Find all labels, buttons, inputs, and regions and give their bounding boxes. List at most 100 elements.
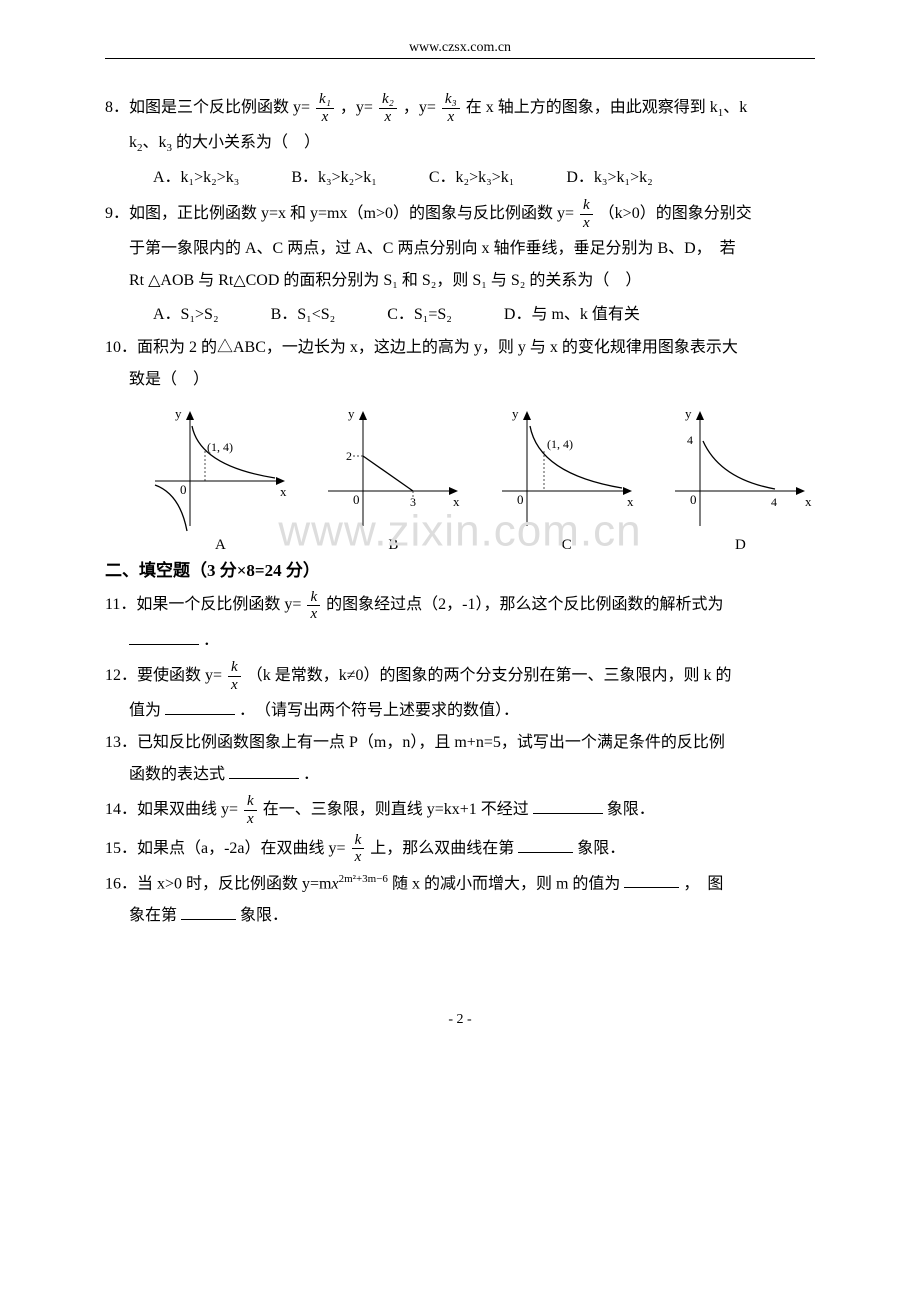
graph-d-x: 4 [771,495,777,509]
graph-c-point: (1, 4) [547,437,573,451]
q12-l2b: ． （请写出两个符号上述要求的数值）． [239,702,519,719]
graph-a-point: (1, 4) [207,440,233,454]
q9-frac-den: x [580,215,593,232]
q8-line2: k2、k3 的大小关系为（ ） [105,127,815,159]
q13-line1: 13．已知反比例函数图象上有一点 P（m，n），且 m+n=5，试写出一个满足条… [105,727,815,759]
q8-frac3-den: x [442,109,460,126]
q10-line1: 10．面积为 2 的△ABC，一边长为 x，这边上的高为 y，则 y 与 x 的… [105,332,815,364]
svg-text:0: 0 [353,492,360,507]
graph-c: y x 0 (1, 4) C [492,406,642,546]
q8-opt-b: B．k₃>k₂>k₁ [291,169,376,186]
q9-text-2: （k>0）的图象分别交 [599,205,752,222]
q9-opt-d: D．与 m、k 值有关 [504,306,640,323]
svg-text:y: y [685,406,692,421]
q9-opt-b: B．S₁<S₂ [271,306,336,323]
q9-line2: 于第一象限内的 A、C 两点，过 A、C 两点分别向 x 轴作垂线，垂足分别为 … [105,233,815,265]
q16-c: ， 图 [683,875,723,892]
q14-b: 在一、三象限，则直线 y=kx+1 不经过 [263,801,529,818]
svg-text:y: y [512,406,519,421]
q8-tail2: 、k [723,99,747,116]
q16-expvar: x [332,875,339,892]
q8-frac1-den: x [316,109,334,126]
q9-frac: kx [580,197,593,231]
q8-text-4: 在 x 轴上方的图象，由此观察得到 k [466,99,718,116]
q13-l2b: ． [303,766,319,783]
graph-c-label: C [562,537,572,554]
q8-frac2: k₂x [379,91,397,125]
graph-b-x: 3 [410,495,416,509]
q15-frac-den: x [352,849,365,866]
q10-graphs: y x 0 (1, 4) A y x 0 [145,406,815,546]
q11-line2: ． [105,625,815,657]
q8-opt-c: C．k₂>k₃>k₁ [429,169,514,186]
q11-dot: ． [203,632,219,649]
q14-frac: kx [244,793,257,827]
q12-b: （k 是常数，k≠0）的图象的两个分支分别在第一、三象限内，则 k 的 [247,667,732,684]
graph-d: y x 0 4 4 D [665,406,815,546]
q12-line2: 值为 ． （请写出两个符号上述要求的数值）． [105,695,815,727]
page-number: - 2 - [105,1012,815,1028]
q9-line3: Rt △AOB 与 Rt△COD 的面积分别为 S₁ 和 S₂，则 S₁ 与 S… [105,265,815,297]
graph-a-label: A [215,537,226,554]
q12-frac-num: k [228,659,241,677]
q15-a: 15．如果点（a，-2a）在双曲线 y= [105,840,346,857]
q13-line2: 函数的表达式 ． [105,759,815,791]
q8-opt-a: A．k₁>k₂>k₃ [153,169,239,186]
q9-line1: 9．如图，正比例函数 y=x 和 y=mx（m>0）的图象与反比例函数 y= k… [105,195,815,233]
q8-options: A．k₁>k₂>k₃ B．k₃>k₂>k₁ C．k₂>k₃>k₁ D．k₃>k₁… [105,160,815,195]
q12: 12．要使函数 y= kx （k 是常数，k≠0）的图象的两个分支分别在第一、三… [105,657,815,695]
q16-blank2 [181,903,236,920]
q16: 16．当 x>0 时，反比例函数 y=mx2m²+3m−6 随 x 的减小而增大… [105,868,815,900]
q11-b: 的图象经过点（2，-1），那么这个反比例函数的解析式为 [326,596,723,613]
q11-frac: kx [307,589,320,623]
q11: 11．如果一个反比例函数 y= kx 的图象经过点（2，-1），那么这个反比例函… [105,586,815,624]
q14-frac-num: k [244,793,257,811]
q15-frac-num: k [352,832,365,850]
axis-y: y [175,406,182,421]
q12-a: 12．要使函数 y= [105,667,222,684]
q16-blank1 [624,871,679,888]
q13-l2a: 函数的表达式 [129,766,225,783]
graph-d-label: D [735,537,746,554]
q9-options: A．S₁>S₂ B．S₁<S₂ C．S₁=S₂ D．与 m、k 值有关 [105,297,815,332]
q10-line2: 致是（ ） [105,364,815,396]
graph-b-label: B [388,537,398,554]
q11-frac-num: k [307,589,320,607]
axis-x: x [280,484,287,499]
q13-blank [229,762,299,779]
graph-b: y x 0 2 3 B [318,406,468,546]
q8-text-1: 8．如图是三个反比例函数 y= [105,99,310,116]
q8-text-3: ，y= [403,99,436,116]
q14: 14．如果双曲线 y= kx 在一、三象限，则直线 y=kx+1 不经过 象限． [105,791,815,829]
q15-blank [518,836,573,853]
q9-frac-num: k [580,197,593,215]
q8-frac3-num: k₃ [442,91,460,109]
q8-text-2: ，y= [340,99,373,116]
q9-opt-a: A．S₁>S₂ [153,306,219,323]
q16-exp: 2m²+3m−6 [339,873,388,885]
q9-text-1: 9．如图，正比例函数 y=x 和 y=mx（m>0）的图象与反比例函数 y= [105,205,574,222]
svg-text:x: x [453,494,460,509]
q8-tail4: 的大小关系为（ ） [176,134,320,151]
q14-frac-den: x [244,811,257,828]
graph-d-y: 4 [687,433,693,447]
svg-text:0: 0 [690,492,697,507]
q8-frac1: k₁x [316,91,334,125]
q15: 15．如果点（a，-2a）在双曲线 y= kx 上，那么双曲线在第 象限． [105,830,815,868]
q15-frac: kx [352,832,365,866]
svg-text:x: x [627,494,634,509]
q16-l2b: 象限． [240,907,288,924]
q15-c: 象限． [577,840,625,857]
q12-frac: kx [228,659,241,693]
q12-frac-den: x [228,677,241,694]
q16-a: 16．当 x>0 时，反比例函数 y=m [105,875,332,892]
q16-l2a: 象在第 [129,907,177,924]
axis-o: 0 [180,482,187,497]
q8-frac1-num: k₁ [316,91,334,109]
section2-title: 二、填空题（3 分×8=24 分） [105,556,815,581]
q8-frac3: k₃x [442,91,460,125]
q11-blank [129,628,199,645]
q14-blank [533,797,603,814]
q12-l2a: 值为 [129,702,161,719]
svg-text:x: x [805,494,812,509]
